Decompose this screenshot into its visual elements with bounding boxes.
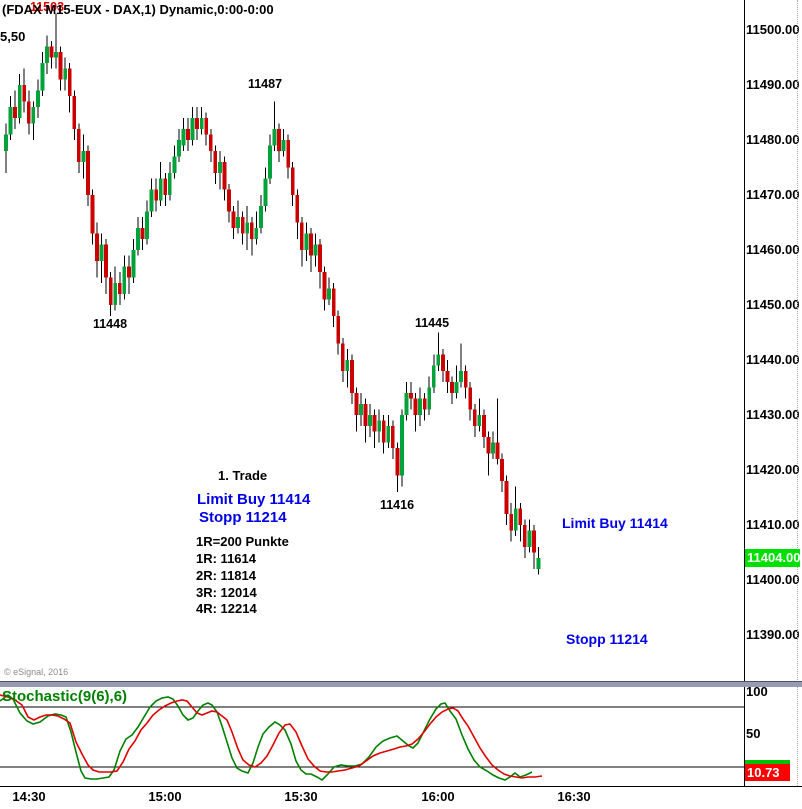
limit-buy-note-left[interactable]: Limit Buy 11414 [197, 491, 311, 508]
stochastic-k-marker [745, 760, 790, 764]
point-label-11445: 11445 [414, 316, 450, 330]
trade-header-note[interactable]: 1. Trade [218, 468, 268, 483]
price-tick-11490: 11490.00 [746, 77, 800, 92]
stochastic-plot[interactable] [0, 687, 744, 786]
price-tick-11440: 11440.00 [746, 352, 800, 367]
price-tick-11430: 11430.00 [746, 407, 800, 422]
price-tick-11500: 11500.00 [746, 22, 800, 37]
price-tick-11420: 11420.00 [746, 462, 800, 477]
price-tick-11390: 11390.00 [746, 627, 800, 642]
time-axis-line [0, 786, 802, 787]
truncated-price-label: 5,50 [0, 29, 26, 44]
risk-note-3[interactable]: 3R: 12014 [196, 585, 257, 600]
stopp-note-right[interactable]: Stopp 11214 [566, 631, 648, 647]
stoch-tick-50: 50 [746, 726, 761, 741]
plot-right-border [744, 0, 745, 786]
price-tick-11480: 11480.00 [746, 132, 800, 147]
point-label-11503: 11503 [29, 0, 65, 14]
axis-dotted-line [797, 0, 798, 786]
time-tick-15:30: 15:30 [284, 789, 318, 804]
stoch-tick-100: 100 [746, 684, 768, 699]
last-price-box: 11404.00 [745, 549, 801, 567]
point-label-11448: 11448 [92, 317, 128, 331]
stochastic-value-box: 10.73 [745, 764, 790, 781]
limit-buy-note-right[interactable]: Limit Buy 11414 [562, 515, 668, 531]
risk-note-2[interactable]: 2R: 11814 [196, 568, 256, 583]
time-tick-15:00: 15:00 [148, 789, 182, 804]
price-tick-11460: 11460.00 [746, 242, 800, 257]
panel-splitter[interactable] [0, 681, 802, 687]
price-tick-11450: 11450.00 [746, 297, 800, 312]
chart-title: (FDAX M15-EUX - DAX,1) Dynamic,0:00-0:00 [2, 2, 274, 17]
candlestick-plot[interactable] [0, 0, 744, 683]
risk-note-4[interactable]: 4R: 12214 [196, 601, 257, 616]
point-label-11487: 11487 [247, 77, 283, 91]
price-tick-11410: 11410.00 [746, 517, 800, 532]
stopp-note-left[interactable]: Stopp 11214 [199, 509, 287, 526]
point-label-11416: 11416 [379, 498, 415, 512]
time-tick-16:00: 16:00 [421, 789, 455, 804]
time-tick-14:30: 14:30 [12, 789, 46, 804]
time-tick-16:30: 16:30 [557, 789, 591, 804]
risk-note-0[interactable]: 1R=200 Punkte [196, 534, 289, 549]
risk-note-1[interactable]: 1R: 11614 [196, 551, 256, 566]
esignal-watermark: © eSignal, 2016 [4, 667, 69, 677]
stochastic-label: Stochastic(9(6),6) [2, 688, 128, 705]
price-tick-11400: 11400.00 [746, 572, 800, 587]
price-tick-11470: 11470.00 [746, 187, 800, 202]
